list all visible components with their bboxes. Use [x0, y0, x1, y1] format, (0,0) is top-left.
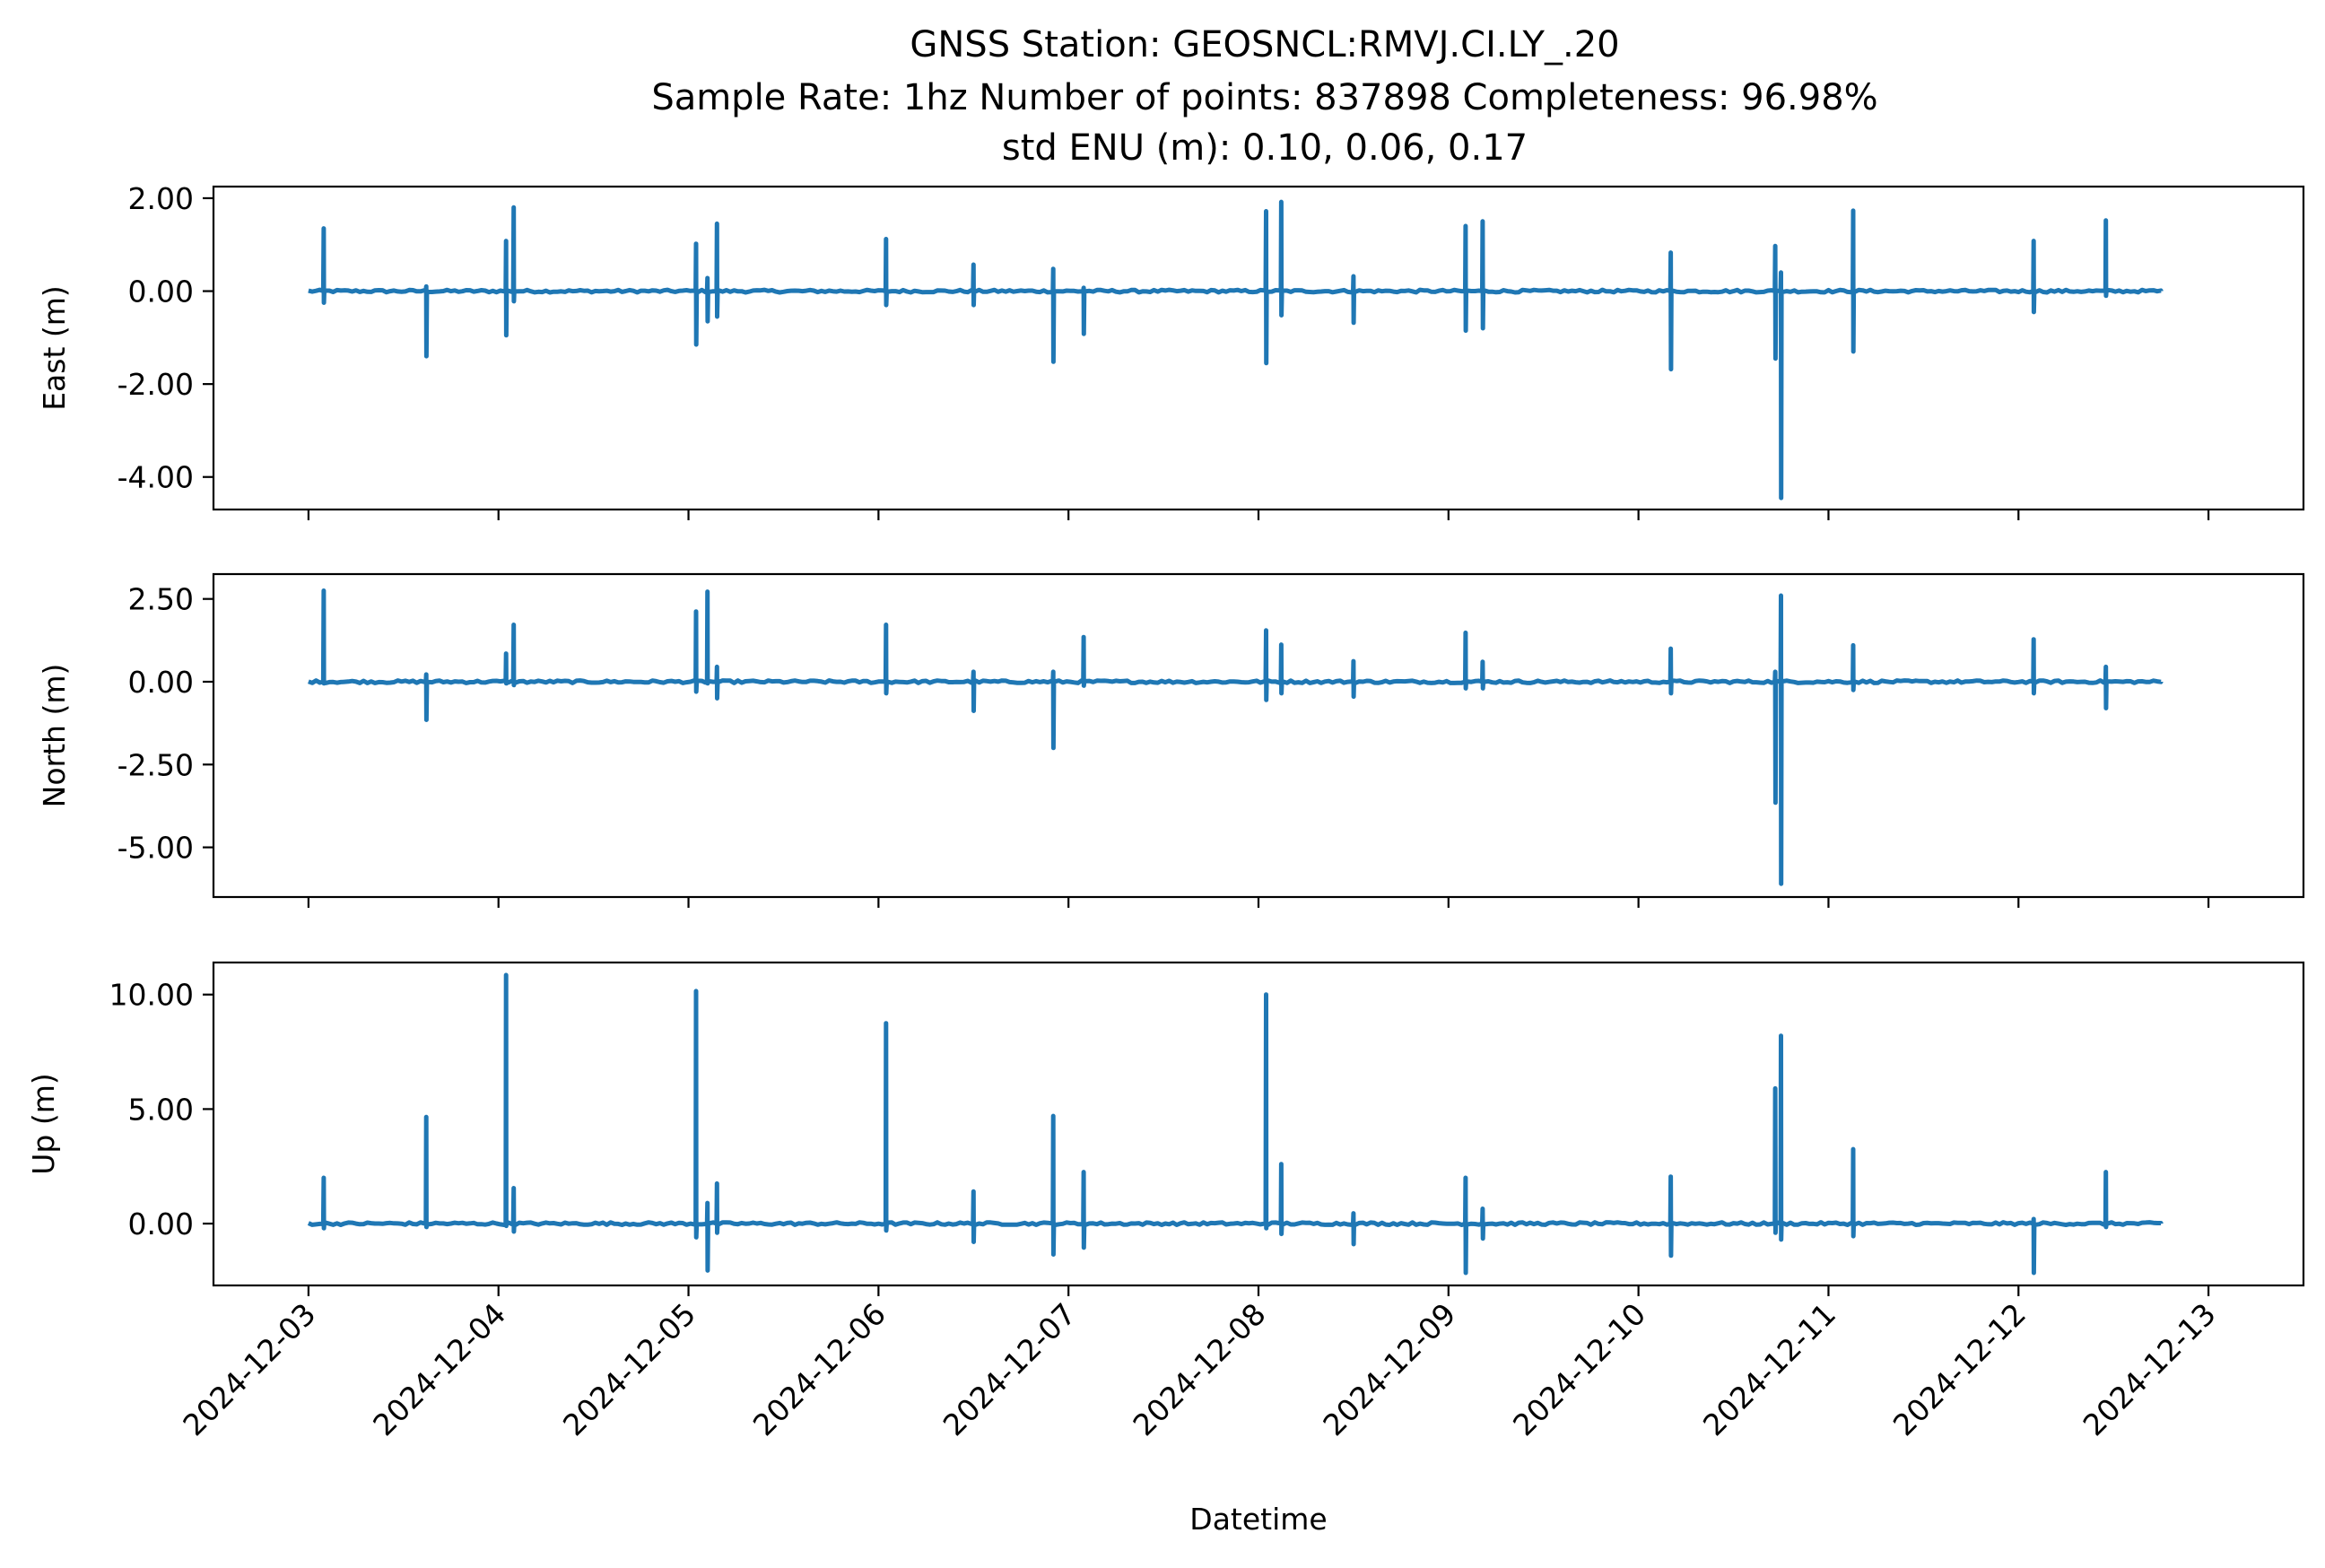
north-panel: 2.50 0.00 -2.50 -5.00 North (m) — [37, 572, 2305, 908]
north-y-tick-label: -5.00 — [118, 831, 194, 866]
east-y-tick-label: 2.00 — [128, 181, 194, 216]
up-y-ticks: 10.00 5.00 0.00 — [109, 978, 213, 1241]
up-x-ticks — [307, 1285, 2210, 1296]
up-ylabel: Up (m) — [26, 1073, 61, 1175]
up-series-line — [307, 972, 2164, 1276]
east-ylabel: East (m) — [37, 285, 72, 411]
up-series-group — [307, 972, 2164, 1276]
north-x-ticks — [307, 897, 2210, 908]
up-y-tick-label: 5.00 — [128, 1092, 194, 1127]
north-series-line — [308, 588, 2164, 886]
east-y-tick-label: -4.00 — [118, 460, 194, 495]
figure-title-line-2: Sample Rate: 1hz Number of points: 83789… — [651, 77, 1877, 118]
north-axes-frame — [212, 572, 2305, 899]
north-series-group — [308, 588, 2164, 886]
up-y-tick-label: 0.00 — [128, 1206, 194, 1241]
figure-title-line-1: GNSS Station: GEOSNCL:RMVJ.CI.LY_.20 — [910, 24, 1619, 65]
up-y-tick-label: 10.00 — [109, 978, 194, 1013]
east-series-line — [308, 199, 2164, 501]
up-panel: 10.00 5.00 0.00 Up (m) — [26, 961, 2305, 1296]
x-axis-label: Datetime — [1189, 1502, 1327, 1537]
north-ylabel: North (m) — [37, 664, 72, 808]
north-y-tick-label: 0.00 — [128, 665, 194, 700]
east-panel: 2.00 0.00 -2.00 -4.00 East (m) — [37, 181, 2305, 520]
up-axes-frame — [212, 961, 2305, 1287]
north-y-tick-label: -2.50 — [118, 747, 194, 782]
east-x-ticks — [307, 510, 2210, 520]
east-y-tick-label: -2.00 — [118, 367, 194, 402]
north-y-ticks: 2.50 0.00 -2.50 -5.00 — [118, 582, 213, 866]
east-y-tick-label: 0.00 — [128, 274, 194, 309]
north-y-tick-label: 2.50 — [128, 582, 194, 617]
east-axes-frame — [212, 185, 2305, 511]
east-y-ticks: 2.00 0.00 -2.00 -4.00 — [118, 181, 213, 495]
east-series-group — [308, 199, 2164, 501]
figure-title-line-3: std ENU (m): 0.10, 0.06, 0.17 — [1002, 127, 1528, 169]
